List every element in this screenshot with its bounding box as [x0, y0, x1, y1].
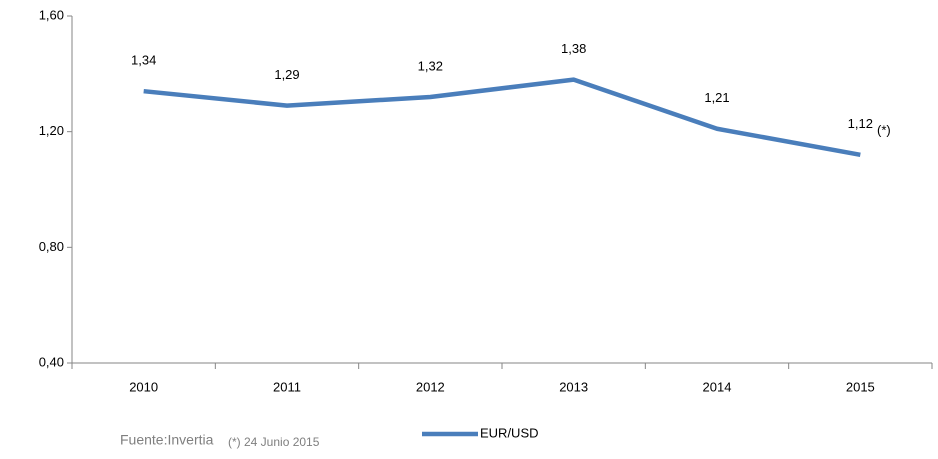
x-tick-label: 2012 [416, 379, 445, 394]
y-tick-label: 1,20 [39, 123, 64, 138]
data-label: 1,12 [848, 116, 873, 131]
note-marker: (*) [877, 122, 891, 137]
x-tick-label: 2013 [559, 379, 588, 394]
data-label: 1,29 [274, 67, 299, 82]
x-tick-label: 2014 [703, 379, 732, 394]
x-tick-label: 2011 [273, 379, 301, 394]
y-tick-label: 1,60 [39, 7, 64, 22]
legend-label: EUR/USD [480, 425, 539, 440]
line [143, 77, 861, 158]
data-label: 1,38 [561, 41, 586, 56]
data-label: 1,34 [131, 53, 156, 68]
y-tick-label: 0,80 [39, 239, 64, 254]
source: Fuente:Invertia [120, 432, 214, 448]
y-tick-label: 0,40 [39, 354, 64, 369]
x-tick-label: 2010 [129, 379, 158, 394]
data-label: 1,21 [704, 90, 729, 105]
footnote: (*) 24 Junio 2015 [228, 435, 320, 449]
x-tick-label: 2015 [846, 379, 875, 394]
data-label: 1,32 [418, 58, 443, 73]
